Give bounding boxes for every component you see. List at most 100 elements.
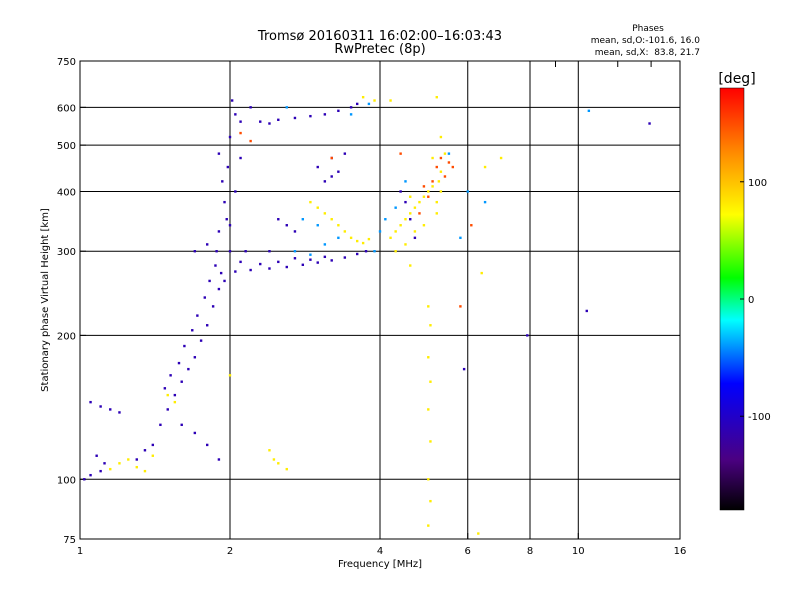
data-point: [355, 102, 359, 106]
data-point: [323, 255, 327, 259]
data-point: [470, 224, 473, 227]
data-point: [439, 135, 443, 139]
data-point: [526, 334, 529, 337]
colorbar-tick-label: -100: [748, 412, 771, 423]
data-point: [404, 218, 407, 221]
data-point: [268, 122, 271, 125]
data-point: [239, 120, 242, 123]
data-point: [480, 271, 483, 275]
data-point: [285, 467, 288, 471]
data-point: [199, 339, 203, 342]
data-point: [239, 156, 242, 160]
data-point: [404, 180, 407, 183]
chart-title: Tromsø 20160311 16:02:00–16:03:43: [257, 29, 502, 44]
data-point: [285, 106, 288, 109]
data-point: [394, 250, 397, 253]
data-point: [422, 195, 426, 198]
data-point: [293, 250, 297, 253]
y-tick-label: 200: [57, 331, 76, 342]
data-point: [330, 218, 333, 221]
data-point: [208, 279, 211, 283]
y-tick-label: 500: [57, 141, 76, 152]
data-point: [180, 423, 183, 427]
data-point: [389, 236, 392, 240]
data-point: [99, 469, 102, 473]
x-tick-label: 4: [377, 546, 383, 557]
data-point: [337, 224, 340, 227]
data-point: [483, 165, 487, 169]
data-point: [177, 361, 181, 365]
x-tick-label: 6: [465, 546, 471, 557]
data-point: [268, 267, 271, 270]
data-point: [399, 190, 402, 193]
data-point: [180, 380, 183, 383]
data-point: [103, 462, 106, 465]
data-point: [431, 185, 434, 188]
data-point: [422, 185, 426, 188]
data-point: [211, 305, 215, 308]
data-point: [373, 250, 376, 253]
data-point: [343, 152, 347, 155]
data-point: [109, 408, 112, 411]
data-point: [364, 250, 368, 253]
data-point: [272, 458, 276, 461]
data-point: [173, 400, 177, 404]
data-point: [268, 449, 271, 452]
data-point: [337, 236, 340, 240]
data-point: [187, 367, 190, 371]
data-point: [228, 374, 232, 377]
data-point: [439, 156, 443, 160]
data-point: [422, 224, 426, 227]
data-point: [143, 469, 147, 473]
data-point: [293, 230, 297, 233]
data-point: [234, 113, 237, 116]
colorbar-tick-label: 100: [748, 178, 767, 189]
data-point: [193, 250, 197, 253]
y-tick-label: 600: [57, 103, 76, 114]
data-point: [499, 156, 503, 160]
data-point: [443, 175, 447, 178]
data-point: [427, 478, 430, 481]
data-point: [330, 175, 333, 178]
data-point: [293, 257, 297, 260]
colorbar-ticks: 100 0 -100: [740, 178, 771, 423]
data-point: [462, 367, 466, 371]
data-point: [343, 256, 347, 259]
colorbar-tick-label: 0: [748, 295, 754, 306]
data-point: [293, 116, 297, 120]
data-point: [173, 393, 177, 397]
chart-subtitle: RwPretec (8p): [334, 42, 425, 57]
stats-line-o: mean, sd,O:-101.6, 16.0: [591, 36, 701, 46]
data-point: [316, 261, 319, 264]
data-point: [309, 200, 312, 204]
data-point: [259, 120, 262, 123]
data-point: [277, 218, 280, 221]
data-point: [439, 190, 443, 193]
y-tick-label: 75: [63, 535, 76, 546]
data-point: [217, 230, 221, 233]
data-point: [316, 224, 319, 227]
data-point: [427, 356, 430, 359]
data-point: [394, 206, 397, 209]
data-point: [330, 259, 333, 262]
data-point: [301, 263, 305, 266]
data-point: [394, 230, 397, 233]
data-point: [83, 478, 86, 481]
data-point: [443, 152, 447, 155]
data-point: [309, 258, 312, 261]
data-point: [309, 114, 312, 118]
data-point: [418, 212, 421, 215]
data-point: [234, 270, 237, 273]
data-point: [399, 224, 402, 227]
y-tick-label: 750: [57, 57, 76, 68]
data-point: [109, 467, 112, 471]
data-point: [118, 462, 121, 465]
data-point: [418, 200, 421, 204]
data-point: [431, 156, 434, 160]
data-point: [587, 109, 591, 113]
data-point: [285, 265, 288, 269]
data-point: [349, 236, 353, 240]
data-point: [323, 180, 327, 183]
data-point: [249, 268, 252, 272]
y-tick-label: 100: [57, 475, 76, 486]
